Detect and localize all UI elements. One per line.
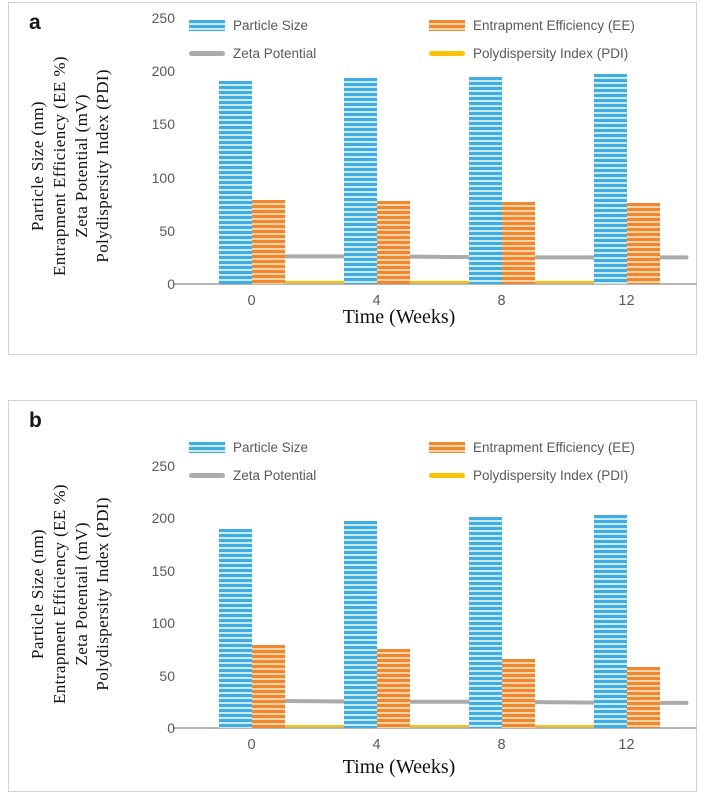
y-axis-title-line: Zeta Potentail (mV) (71, 522, 91, 666)
legend-label: Zeta Potential (233, 467, 317, 483)
pdi-line-swatch-icon (429, 50, 465, 56)
entrapment-efficiency-swatch-icon (429, 441, 465, 453)
y-axis-title-line: Entrapment Efficiency (EE %) (49, 484, 69, 704)
legend-item-pdi: Polydispersity Index (PDI) (429, 39, 689, 67)
legend-label: Particle Size (233, 17, 309, 33)
legend-item-pdi: Polydispersity Index (PDI) (429, 461, 689, 489)
y-tick-label: 250 (151, 10, 175, 26)
bar-entrapment-efficiency-ee (626, 203, 660, 284)
y-tick-label: 150 (151, 116, 175, 133)
panel-letter-b: b (29, 409, 42, 432)
legend-item-particle-size: Particle Size (189, 433, 429, 461)
y-tick-label: 200 (151, 63, 175, 80)
x-tick-label: 4 (372, 737, 381, 753)
bar-entrapment-efficiency-ee (626, 667, 660, 728)
y-axis-title-a: Particle Size (nm) Entrapment Efficiency… (27, 5, 114, 327)
x-tick-label: 8 (497, 737, 506, 753)
y-axis-title-line: Particle Size (nm) (28, 101, 47, 231)
legend-item-entrapment-efficiency: Entrapment Efficiency (EE) (429, 11, 689, 39)
y-tick-label: 150 (151, 562, 175, 579)
bar-particle-size (343, 520, 377, 728)
x-tick-label: 12 (618, 737, 635, 753)
bar-particle-size (593, 74, 627, 284)
legend-item-zeta-potential: Zeta Potential (189, 39, 429, 67)
x-tick-label: 8 (497, 293, 506, 309)
y-tick-label: 50 (159, 667, 175, 684)
y-tick-label: 200 (151, 510, 175, 527)
entrapment-efficiency-swatch-icon (429, 19, 465, 31)
particle-size-swatch-icon (189, 19, 225, 31)
x-tick-label: 0 (247, 293, 256, 309)
y-tick-label: 0 (167, 720, 175, 736)
plot-area-a: Particle Size Entrapment Efficiency (EE)… (152, 10, 697, 309)
bar-entrapment-efficiency-ee (376, 649, 410, 728)
y-tick-label: 0 (167, 276, 175, 292)
y-tick-label: 250 (151, 458, 175, 474)
bar-entrapment-efficiency-ee (501, 658, 535, 728)
x-tick-label: 12 (618, 293, 635, 309)
zeta-potential-line-swatch-icon (189, 50, 225, 56)
bar-particle-size (593, 515, 627, 728)
y-tick-label: 100 (151, 169, 175, 186)
x-axis-line (173, 283, 697, 285)
y-axis-title-b: Particle Size (nm) Entrapment Efficiency… (27, 429, 114, 759)
x-axis-line (173, 727, 697, 729)
bar-particle-size (343, 77, 377, 284)
legend-label: Entrapment Efficiency (EE) (473, 439, 635, 455)
bar-particle-size (218, 528, 252, 728)
legend-a: Particle Size Entrapment Efficiency (EE)… (189, 11, 689, 67)
bar-entrapment-efficiency-ee (251, 645, 285, 728)
legend-label: Entrapment Efficiency (EE) (473, 17, 635, 33)
legend-item-zeta-potential: Zeta Potential (189, 461, 429, 489)
y-tick-label: 50 (159, 222, 175, 239)
y-axis-title-line: Particle Size (nm) (28, 529, 47, 659)
legend-item-particle-size: Particle Size (189, 11, 429, 39)
chart-panel-a: a Particle Size (nm) Entrapment Efficien… (8, 2, 697, 355)
legend-label: Zeta Potential (233, 45, 317, 61)
legend-label: Polydispersity Index (PDI) (473, 467, 629, 483)
zeta-potential-line-swatch-icon (189, 472, 225, 478)
y-axis-title-line: Entrapment Efficiency (EE %) (49, 56, 69, 276)
legend-label: Polydispersity Index (PDI) (473, 45, 629, 61)
y-tick-label: 100 (151, 615, 175, 632)
bar-entrapment-efficiency-ee (251, 199, 285, 284)
panel-letter-a: a (29, 11, 41, 34)
bar-particle-size (468, 76, 502, 284)
bar-particle-size (468, 517, 502, 728)
bar-particle-size (218, 80, 252, 284)
legend-item-entrapment-efficiency: Entrapment Efficiency (EE) (429, 433, 689, 461)
y-axis-title-line: Polydispersity Index (PDI) (93, 69, 113, 263)
x-tick-label: 0 (247, 737, 256, 753)
bar-entrapment-efficiency-ee (376, 201, 410, 284)
legend-label: Particle Size (233, 439, 309, 455)
x-tick-label: 4 (372, 293, 381, 309)
chart-panel-b: b Particle Size (nm) Entrapment Efficien… (8, 400, 697, 792)
x-axis-title-b: Time (Weeks) (342, 756, 456, 778)
x-axis-title-a: Time (Weeks) (342, 306, 456, 328)
y-axis-title-line: Polydispersity Index (PDI) (93, 497, 113, 691)
pdi-line-swatch-icon (429, 472, 465, 478)
y-axis-title-line: Zeta Potential (mV) (71, 94, 91, 238)
plot-area-b: Particle Size Entrapment Efficiency (EE)… (152, 440, 697, 753)
legend-b: Particle Size Entrapment Efficiency (EE)… (189, 433, 689, 489)
particle-size-swatch-icon (189, 441, 225, 453)
bar-entrapment-efficiency-ee (501, 202, 535, 284)
